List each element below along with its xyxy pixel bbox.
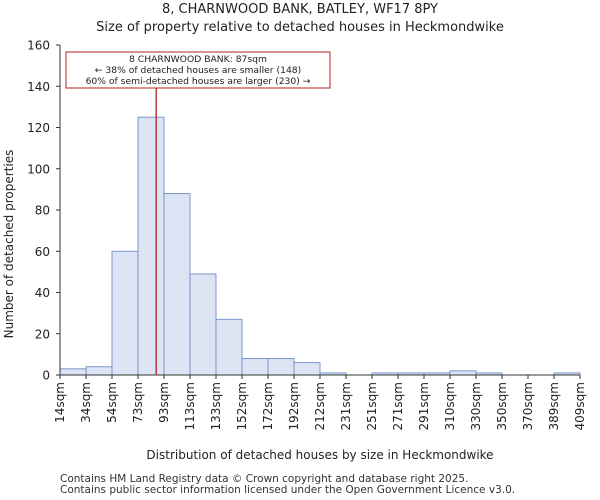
x-tick-label: 330sqm <box>469 382 483 430</box>
marker-layer: 8 CHARNWOOD BANK: 87sqm← 38% of detached… <box>65 51 331 375</box>
x-tick-label: 212sqm <box>313 382 327 430</box>
y-tick-label: 160 <box>27 39 50 53</box>
annotation-box <box>65 51 331 89</box>
y-tick-label: 100 <box>27 162 50 176</box>
x-tick-label: 409sqm <box>573 382 587 430</box>
y-tick-label: 120 <box>27 121 50 135</box>
histogram-bar <box>215 318 243 376</box>
x-tick-label: 113sqm <box>183 382 197 430</box>
footer-copyright: Contains HM Land Registry data © Crown c… <box>60 473 469 485</box>
x-tick-label: 93sqm <box>157 382 171 423</box>
x-tick-label: 310sqm <box>443 382 457 430</box>
chart-title: 8, CHARNWOOD BANK, BATLEY, WF17 8PY <box>161 2 438 17</box>
x-tick-label: 389sqm <box>547 382 561 430</box>
y-tick-label: 0 <box>42 369 50 383</box>
histogram-bar <box>293 362 321 376</box>
x-tick-label: 350sqm <box>495 382 509 430</box>
axes-layer: 0 20 40 60 80 100 120 140 160 14sqm 34sqm 54sqm 73sq… <box>27 39 587 431</box>
x-tick-label: 271sqm <box>391 382 405 430</box>
x-tick-label: 231sqm <box>339 382 353 430</box>
histogram-bar <box>59 368 87 376</box>
x-tick-label: 73sqm <box>131 382 145 423</box>
y-tick-label: 40 <box>35 286 50 300</box>
histogram-bar <box>449 370 477 376</box>
x-tick-label: 152sqm <box>235 382 249 430</box>
footer-licence: Contains public sector information licen… <box>60 484 516 496</box>
chart-subtitle: Size of property relative to detached ho… <box>96 20 504 35</box>
histogram-bar <box>85 366 113 376</box>
annotation-line: 8 CHARNWOOD BANK: 87sqm <box>129 54 267 65</box>
x-tick-label: 54sqm <box>105 382 119 423</box>
histogram-bar <box>241 358 269 376</box>
y-axis-label: Number of detached properties <box>2 150 16 339</box>
histogram-bar <box>137 116 165 376</box>
histogram-bar <box>163 193 191 376</box>
histogram-bar <box>111 250 139 376</box>
y-tick-label: 140 <box>27 80 50 94</box>
annotation-line: ← 38% of detached houses are smaller (14… <box>95 65 301 76</box>
x-tick-label: 133sqm <box>209 382 223 430</box>
annotation-line: 60% of semi-detached houses are larger (… <box>86 76 311 87</box>
x-axis-label: Distribution of detached houses by size … <box>146 448 493 462</box>
x-tick-label: 172sqm <box>261 382 275 430</box>
x-tick-label: 14sqm <box>53 382 67 423</box>
x-tick-label: 251sqm <box>365 382 379 430</box>
y-tick-label: 60 <box>35 245 50 259</box>
histogram-bar <box>189 273 217 376</box>
histogram-bar <box>267 358 295 376</box>
x-tick-label: 370sqm <box>521 382 535 430</box>
bars-layer <box>59 116 581 376</box>
x-tick-label: 34sqm <box>79 382 93 423</box>
x-tick-label: 291sqm <box>417 382 431 430</box>
y-tick-label: 20 <box>35 327 50 341</box>
y-tick-label: 80 <box>35 204 50 218</box>
x-tick-label: 192sqm <box>287 382 301 430</box>
